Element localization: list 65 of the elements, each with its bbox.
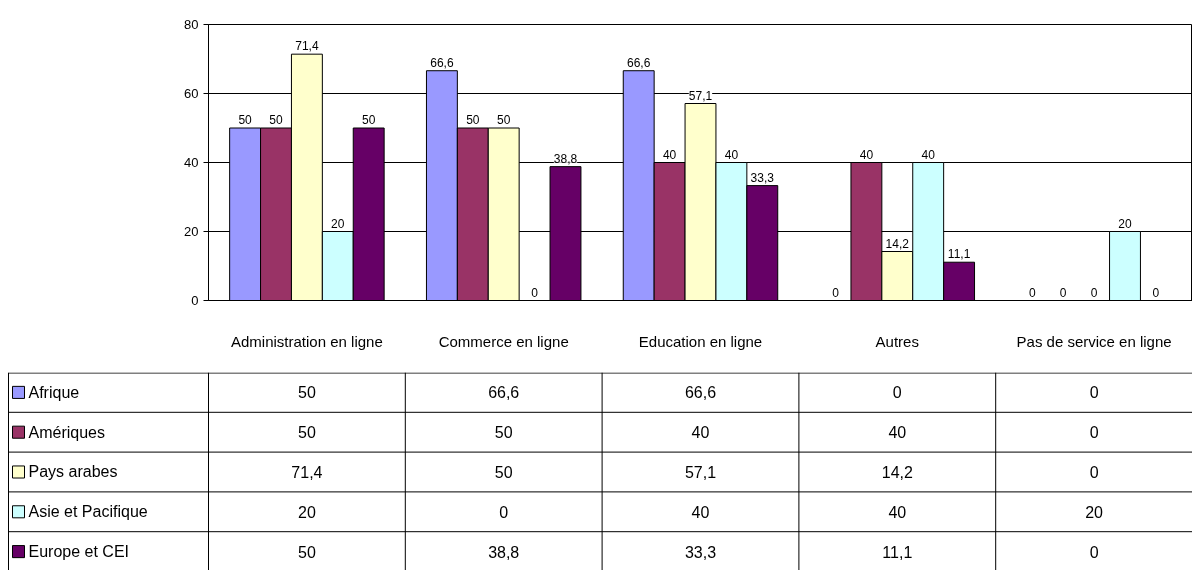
data-label: 38,8	[488, 543, 520, 561]
legend-label: Amériques	[28, 423, 105, 441]
y-tick-label: 80	[184, 17, 199, 32]
data-label: 66,6	[488, 384, 520, 402]
text: 0	[832, 285, 839, 300]
y-tick-label: 40	[184, 155, 199, 170]
data-label: 40	[691, 503, 710, 521]
text: 33,3	[750, 170, 774, 185]
data-label: 0	[1089, 543, 1099, 561]
text: 50	[497, 113, 511, 127]
data-label: 0	[1089, 384, 1099, 402]
text: 66,6	[430, 55, 454, 70]
legend-label: Pays arabes	[28, 463, 118, 481]
x-tick-label: Pas de service en ligne	[1016, 332, 1172, 350]
data-label: 14,2	[881, 464, 913, 481]
data-label: 0	[892, 384, 902, 402]
data-label: 40	[888, 503, 907, 521]
data-label: 50	[298, 384, 316, 402]
text: 38,8	[553, 151, 578, 166]
text: 57,1	[688, 88, 713, 103]
text: 0	[1059, 285, 1067, 300]
text: 11,1	[947, 247, 971, 262]
x-tick-label: Commerce en ligne	[438, 332, 569, 350]
text: 0	[1028, 285, 1036, 300]
data-label: 20	[298, 503, 316, 521]
data-label: 57,1	[684, 464, 717, 481]
text: 40	[921, 147, 935, 162]
data-label: 40	[691, 424, 710, 442]
data-label: 50	[298, 543, 316, 561]
y-tick-label: 0	[191, 293, 199, 308]
data-label: 50	[494, 464, 513, 481]
x-tick-label: Education en ligne	[638, 332, 763, 350]
data-label: 50	[494, 424, 513, 442]
text: 40	[859, 147, 874, 162]
data-label: 0	[1089, 464, 1099, 481]
data-label: 71,4	[291, 464, 323, 481]
text: 20	[1118, 216, 1132, 231]
text: 50	[466, 113, 480, 127]
y-tick-label: 60	[184, 86, 199, 101]
data-label: 66,6	[684, 384, 717, 402]
text: 40	[724, 147, 739, 162]
text: 71,4	[295, 39, 319, 54]
legend-label: Afrique	[28, 383, 80, 401]
x-tick-label: Administration en ligne	[231, 332, 383, 350]
legend-label: Europe et CEI	[28, 543, 129, 561]
x-tick-label: Autres	[875, 332, 919, 350]
text: 50	[362, 113, 376, 127]
data-label: 20	[1085, 503, 1104, 521]
legend-label: Asie et Pacifique	[28, 503, 148, 521]
text: 20	[331, 216, 345, 231]
y-tick-label: 20	[184, 224, 199, 239]
text: 0	[1090, 285, 1098, 300]
text: 66,6	[627, 55, 651, 70]
text: 50	[238, 113, 252, 127]
text: 0	[1152, 285, 1160, 300]
text: 40	[662, 147, 677, 162]
text: 14,2	[885, 236, 909, 251]
data-label: 0	[1089, 424, 1099, 442]
text: 0	[531, 285, 538, 300]
data-label: 0	[499, 503, 509, 521]
data-label: 50	[298, 424, 316, 442]
data-label: 11,1	[882, 543, 913, 561]
data-label: 40	[888, 424, 907, 442]
data-label: 33,3	[684, 543, 717, 561]
text: 50	[269, 113, 283, 127]
